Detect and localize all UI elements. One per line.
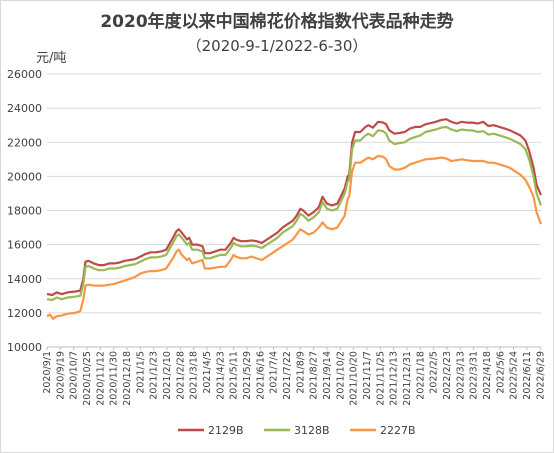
x-tick-label: 2021/7/4	[269, 351, 280, 394]
x-tick-label: 2021/5/11	[229, 351, 240, 400]
x-tick-label: 2020/10/25	[82, 351, 93, 406]
x-tick-label: 2022/6/11	[522, 351, 533, 400]
x-tick-label: 2020/11/12	[95, 351, 106, 406]
x-tick-label: 2022/2/23	[442, 351, 453, 400]
x-tick-label: 2021/2/10	[162, 351, 173, 400]
chart-title: 2020年度以来中国棉花价格指数代表品种走势	[100, 11, 453, 32]
x-tick-label: 2021/12/31	[402, 351, 413, 406]
x-tick-label: 2021/6/16	[255, 351, 266, 400]
x-tick-label: 2020/9/1	[42, 351, 53, 394]
x-tick-label: 2021/5/29	[242, 351, 253, 400]
x-tick-label: 2021/9/14	[322, 351, 333, 400]
x-tick-label: 2021/8/9	[295, 351, 306, 394]
x-tick-label: 2021/11/25	[375, 351, 386, 406]
y-tick-label: 10000	[7, 341, 42, 354]
legend-label-2129B: 2129B	[208, 424, 244, 437]
y-tick-label: 26000	[7, 68, 42, 81]
x-tick-label: 2020/10/7	[69, 351, 80, 400]
y-tick-label: 24000	[7, 102, 42, 115]
legend-label-3128B: 3128B	[294, 424, 330, 437]
x-tick-label: 2020/12/18	[122, 351, 133, 406]
legend-label-2227B: 2227B	[380, 424, 416, 437]
x-tick-label: 2022/6/29	[535, 351, 546, 400]
y-tick-label: 12000	[7, 307, 42, 320]
x-tick-label: 2021/7/22	[282, 351, 293, 400]
x-tick-label: 2021/1/5	[135, 351, 146, 394]
x-tick-label: 2020/11/30	[109, 351, 120, 406]
x-tick-label: 2022/3/31	[469, 351, 480, 400]
series-line-3128B	[46, 125, 543, 302]
series-line-2227B	[46, 154, 543, 320]
x-tick-label: 2021/1/23	[149, 351, 160, 400]
y-tick-label: 20000	[7, 170, 42, 183]
y-tick-label: 18000	[7, 205, 42, 218]
x-tick-label: 2022/5/24	[509, 351, 520, 400]
x-tick-label: 2021/10/2	[335, 351, 346, 400]
y-tick-label: 22000	[7, 136, 42, 149]
series-lines	[46, 118, 543, 320]
x-tick-label: 2021/3/18	[189, 351, 200, 400]
x-tick-label: 2021/2/28	[175, 351, 186, 400]
x-tick-label: 2022/2/5	[429, 351, 440, 394]
x-tick-label: 2022/1/18	[415, 351, 426, 400]
x-tick-label: 2020/9/19	[55, 351, 66, 400]
y-axis-unit-label: 元/吨	[36, 51, 66, 66]
x-tick-label: 2022/5/6	[495, 351, 506, 394]
series-line-2129B	[46, 118, 543, 297]
y-axis-ticks: 10000 12000 14000 16000 18000 20000 22000 24000…	[7, 68, 42, 354]
chart-subtitle: （2020-9-1/2022-6-30）	[187, 37, 368, 55]
x-axis-ticks: 2020/9/1 2020/9/19 2020/10/7 2020/10/25 2020…	[42, 347, 546, 406]
y-tick-label: 14000	[7, 273, 42, 286]
gridlines	[47, 73, 541, 348]
x-tick-label: 2022/3/13	[455, 351, 466, 400]
legend: 2129B 3128B 2227B	[178, 424, 416, 437]
x-tick-label: 2021/11/7	[362, 351, 373, 400]
x-tick-label: 2021/4/23	[215, 351, 226, 400]
x-tick-label: 2021/8/27	[309, 351, 320, 400]
x-tick-label: 2021/4/5	[202, 351, 213, 394]
y-tick-label: 16000	[7, 239, 42, 252]
x-tick-label: 2022/4/18	[482, 351, 493, 400]
x-tick-label: 2021/12/13	[389, 351, 400, 406]
x-tick-label: 2021/10/20	[349, 351, 360, 406]
